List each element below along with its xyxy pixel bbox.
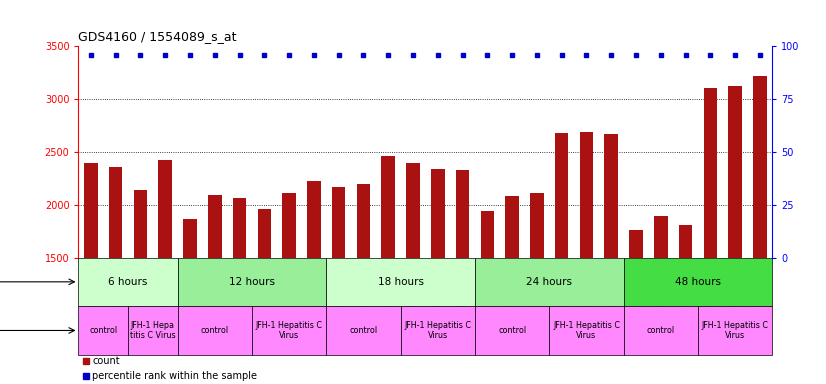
Text: GDS4160 / 1554089_s_at: GDS4160 / 1554089_s_at bbox=[78, 30, 237, 43]
Text: JFH-1 Hepa
titis C Virus: JFH-1 Hepa titis C Virus bbox=[130, 321, 176, 340]
Text: 24 hours: 24 hours bbox=[526, 277, 572, 287]
Text: JFH-1 Hepatitis C
Virus: JFH-1 Hepatitis C Virus bbox=[404, 321, 472, 340]
Bar bbox=[475, 258, 624, 306]
Bar bbox=[183, 220, 197, 258]
Bar bbox=[704, 88, 717, 258]
Bar bbox=[178, 258, 326, 306]
Bar bbox=[109, 167, 122, 258]
Bar bbox=[252, 306, 326, 355]
Bar bbox=[605, 134, 618, 258]
Bar bbox=[456, 170, 469, 258]
Text: 18 hours: 18 hours bbox=[377, 277, 424, 287]
Text: count: count bbox=[93, 356, 120, 366]
Bar bbox=[431, 169, 444, 258]
Text: control: control bbox=[89, 326, 117, 335]
Text: JFH-1 Hepatitis C
Virus: JFH-1 Hepatitis C Virus bbox=[553, 321, 620, 340]
Bar bbox=[549, 306, 624, 355]
Bar bbox=[78, 306, 128, 355]
Bar bbox=[698, 306, 772, 355]
Bar bbox=[326, 258, 475, 306]
Bar bbox=[654, 216, 667, 258]
Text: control: control bbox=[647, 326, 675, 335]
Bar bbox=[753, 76, 767, 258]
Bar bbox=[282, 192, 296, 258]
Bar bbox=[134, 190, 147, 258]
Bar bbox=[506, 196, 519, 258]
Text: 12 hours: 12 hours bbox=[229, 277, 275, 287]
Bar bbox=[481, 211, 494, 258]
Bar bbox=[357, 184, 370, 258]
Text: control: control bbox=[349, 326, 377, 335]
Bar bbox=[580, 132, 593, 258]
Bar bbox=[530, 192, 544, 258]
Bar bbox=[326, 306, 401, 355]
Bar bbox=[555, 133, 568, 258]
Bar bbox=[475, 306, 549, 355]
Bar bbox=[729, 86, 742, 258]
Bar bbox=[624, 258, 772, 306]
Bar bbox=[159, 160, 172, 258]
Text: JFH-1 Hepatitis C
Virus: JFH-1 Hepatitis C Virus bbox=[255, 321, 323, 340]
Text: control: control bbox=[498, 326, 526, 335]
Bar bbox=[332, 187, 345, 258]
Bar bbox=[78, 258, 178, 306]
Text: JFH-1 Hepatitis C
Virus: JFH-1 Hepatitis C Virus bbox=[701, 321, 769, 340]
Bar bbox=[307, 181, 320, 258]
Bar bbox=[624, 306, 698, 355]
Bar bbox=[128, 306, 178, 355]
Text: 6 hours: 6 hours bbox=[108, 277, 148, 287]
Text: control: control bbox=[201, 326, 229, 335]
Bar bbox=[382, 156, 395, 258]
Bar bbox=[401, 306, 475, 355]
Text: 48 hours: 48 hours bbox=[675, 277, 721, 287]
Bar bbox=[629, 230, 643, 258]
Bar bbox=[233, 198, 246, 258]
Bar bbox=[208, 195, 221, 258]
Bar bbox=[84, 164, 97, 258]
Bar bbox=[406, 164, 420, 258]
Bar bbox=[679, 225, 692, 258]
Text: percentile rank within the sample: percentile rank within the sample bbox=[93, 371, 257, 381]
Bar bbox=[258, 209, 271, 258]
Bar bbox=[178, 306, 252, 355]
